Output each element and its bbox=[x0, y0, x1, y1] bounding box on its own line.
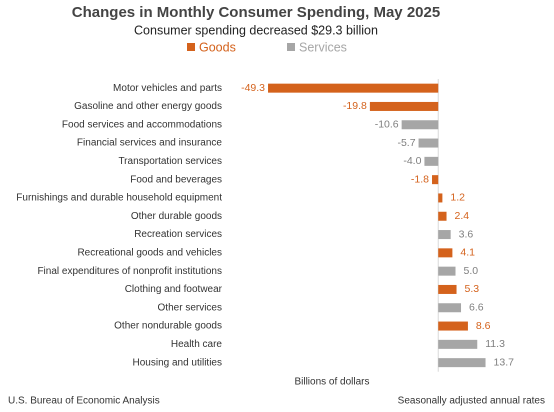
bar bbox=[438, 339, 478, 349]
value-label: 5.0 bbox=[464, 265, 479, 277]
legend-label: Services bbox=[299, 40, 347, 54]
bar bbox=[438, 284, 457, 294]
y-tick-label: Final expenditures of nonprofit institut… bbox=[37, 266, 222, 277]
value-label: -49.3 bbox=[241, 82, 265, 94]
y-tick-label: Housing and utilities bbox=[133, 357, 223, 368]
y-tick-label: Other durable goods bbox=[131, 211, 222, 222]
value-label: 6.6 bbox=[469, 302, 484, 314]
value-label: -5.7 bbox=[397, 137, 415, 149]
bar bbox=[418, 138, 439, 148]
chart-title: Changes in Monthly Consumer Spending, Ma… bbox=[72, 4, 440, 21]
value-label: 1.2 bbox=[450, 192, 465, 204]
y-tick-label: Motor vehicles and parts bbox=[113, 83, 222, 94]
legend-swatch bbox=[187, 43, 195, 51]
value-label: 2.4 bbox=[455, 210, 470, 222]
y-tick-label: Food and beverages bbox=[130, 174, 222, 185]
value-label: -19.8 bbox=[343, 100, 367, 112]
y-tick-label: Financial services and insurance bbox=[77, 138, 223, 149]
y-tick-label: Recreational goods and vehicles bbox=[77, 247, 222, 258]
bar bbox=[438, 321, 468, 331]
bar bbox=[432, 175, 439, 185]
note: Seasonally adjusted annual rates bbox=[398, 396, 545, 407]
bar bbox=[438, 358, 486, 368]
chart-subtitle: Consumer spending decreased $29.3 billio… bbox=[134, 23, 378, 37]
bar bbox=[438, 266, 456, 276]
y-tick-label: Other nondurable goods bbox=[114, 321, 222, 332]
bar bbox=[438, 230, 451, 240]
y-tick-label: Recreation services bbox=[134, 229, 222, 240]
value-label: -10.6 bbox=[375, 119, 399, 131]
value-label: -4.0 bbox=[403, 155, 421, 167]
y-tick-label: Transportation services bbox=[118, 156, 222, 167]
bar bbox=[369, 101, 439, 111]
x-axis-label: Billions of dollars bbox=[294, 377, 369, 388]
value-label: -1.8 bbox=[411, 173, 429, 185]
bar bbox=[438, 211, 447, 221]
value-label: 4.1 bbox=[460, 247, 475, 259]
value-label: 11.3 bbox=[485, 338, 505, 350]
y-tick-label: Other services bbox=[158, 302, 222, 313]
bar bbox=[438, 248, 453, 258]
bar bbox=[424, 156, 439, 166]
value-label: 8.6 bbox=[476, 320, 491, 332]
value-label: 13.7 bbox=[494, 356, 515, 368]
bar bbox=[401, 120, 439, 130]
y-tick-label: Gasoline and other energy goods bbox=[74, 101, 222, 112]
y-tick-label: Clothing and footwear bbox=[125, 284, 223, 295]
y-tick-label: Health care bbox=[171, 339, 223, 350]
legend-swatch bbox=[287, 43, 295, 51]
bar bbox=[438, 303, 462, 313]
value-label: 3.6 bbox=[459, 228, 474, 240]
bar bbox=[268, 83, 439, 93]
y-tick-label: Furnishings and durable household equipm… bbox=[16, 193, 222, 204]
source: U.S. Bureau of Economic Analysis bbox=[8, 396, 160, 407]
y-tick-label: Food services and accommodations bbox=[62, 119, 222, 130]
bar bbox=[438, 193, 443, 203]
value-label: 5.3 bbox=[465, 283, 480, 295]
legend-label: Goods bbox=[199, 40, 236, 54]
